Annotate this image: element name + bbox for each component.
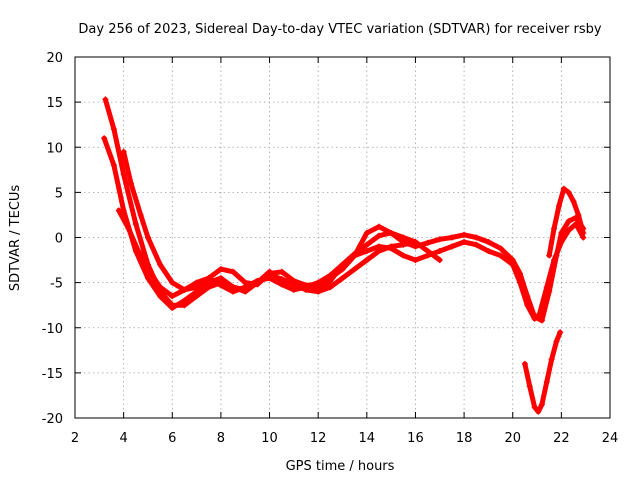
x-tick-label: 10 bbox=[261, 431, 278, 446]
trace-segment bbox=[128, 180, 144, 218]
x-tick-label: 18 bbox=[456, 431, 473, 446]
trace-segment bbox=[517, 271, 530, 299]
trace-segment bbox=[111, 162, 127, 213]
trace-segment bbox=[121, 149, 134, 186]
y-tick-label: 5 bbox=[55, 186, 63, 201]
trace-segment bbox=[551, 203, 562, 231]
data-points bbox=[101, 96, 587, 415]
trace-segment bbox=[121, 171, 139, 227]
x-tick-label: 4 bbox=[119, 431, 127, 446]
trace-segment bbox=[554, 329, 563, 344]
x-tick-label: 16 bbox=[407, 431, 424, 446]
series-track-f bbox=[546, 185, 587, 259]
trace-segment bbox=[157, 293, 175, 311]
trace-segment bbox=[101, 135, 117, 168]
trace-segment bbox=[145, 275, 163, 299]
data-point bbox=[557, 329, 564, 336]
trace-segment bbox=[194, 280, 212, 295]
trace-segment bbox=[138, 212, 151, 240]
x-tick-label: 14 bbox=[359, 431, 376, 446]
trace-segment bbox=[111, 126, 127, 177]
trace-segment bbox=[556, 186, 567, 209]
x-tick-label: 20 bbox=[504, 431, 521, 446]
x-tick-label: 8 bbox=[217, 431, 225, 446]
y-tick-label: -5 bbox=[50, 277, 63, 292]
trace-segment bbox=[102, 96, 117, 132]
trace-segment bbox=[327, 275, 345, 290]
x-tick-label: 6 bbox=[168, 431, 176, 446]
trace-segment bbox=[279, 269, 297, 284]
trace-segment bbox=[116, 207, 131, 231]
y-tick-label: 10 bbox=[46, 141, 63, 156]
trace-segment bbox=[340, 266, 358, 281]
trace-segment bbox=[539, 289, 552, 324]
y-axis-label: SDTVAR / TECUs bbox=[8, 185, 23, 292]
trace-segment bbox=[575, 212, 586, 236]
trace-segment bbox=[352, 230, 370, 259]
y-tick-label: -10 bbox=[42, 322, 63, 337]
trace-segment bbox=[498, 245, 516, 263]
trace-segment bbox=[544, 257, 557, 290]
trace-segment bbox=[539, 379, 550, 407]
trace-segment bbox=[510, 262, 523, 286]
trace-segment bbox=[527, 383, 538, 410]
trace-segment bbox=[364, 248, 382, 263]
trace-segment bbox=[157, 262, 175, 286]
y-tick-label: 15 bbox=[46, 96, 63, 111]
trace-segment bbox=[126, 225, 141, 254]
trace-segment bbox=[573, 221, 586, 240]
trace-segment bbox=[340, 253, 358, 268]
trace-segment bbox=[181, 289, 200, 304]
chart-title: Day 256 of 2023, Sidereal Day-to-day VTE… bbox=[78, 22, 601, 37]
data-point bbox=[436, 257, 443, 264]
plot-frame bbox=[74, 56, 611, 419]
trace-segment bbox=[145, 266, 163, 290]
trace-segment bbox=[551, 239, 564, 263]
x-tick-label: 2 bbox=[71, 431, 79, 446]
trace-segment bbox=[230, 269, 248, 286]
x-tick-label: 22 bbox=[553, 431, 570, 446]
trace-segment bbox=[364, 233, 382, 248]
trace-segment bbox=[133, 221, 151, 268]
y-tick-label: -15 bbox=[42, 367, 63, 382]
trace-segment bbox=[157, 284, 175, 299]
trace-segment bbox=[546, 225, 557, 259]
trace-segment bbox=[327, 262, 345, 278]
trace-segment bbox=[388, 230, 406, 245]
trace-segment bbox=[218, 275, 236, 290]
trace-segment bbox=[536, 284, 550, 317]
y-tick-label: -20 bbox=[42, 412, 63, 427]
trace-segment bbox=[135, 248, 151, 272]
series-track-d bbox=[115, 207, 587, 322]
trace-segment bbox=[145, 235, 163, 268]
trace-segment bbox=[181, 293, 200, 308]
trace-segment bbox=[549, 338, 559, 362]
trace-segment bbox=[498, 253, 516, 268]
trace-segment bbox=[510, 257, 523, 277]
trace-segment bbox=[315, 278, 333, 293]
trace-segment bbox=[544, 356, 555, 385]
y-tick-label: 20 bbox=[46, 51, 63, 66]
x-tick-label: 24 bbox=[602, 431, 619, 446]
trace-segment bbox=[352, 257, 370, 272]
x-tick-label: 12 bbox=[310, 431, 327, 446]
trace-segment bbox=[517, 280, 530, 308]
series-track-e bbox=[521, 329, 564, 415]
x-axis-label: GPS time / hours bbox=[286, 459, 395, 474]
trace-segment bbox=[194, 284, 212, 299]
data-point bbox=[580, 229, 587, 236]
trace-segment bbox=[522, 361, 533, 389]
y-tick-label: 0 bbox=[55, 232, 63, 247]
